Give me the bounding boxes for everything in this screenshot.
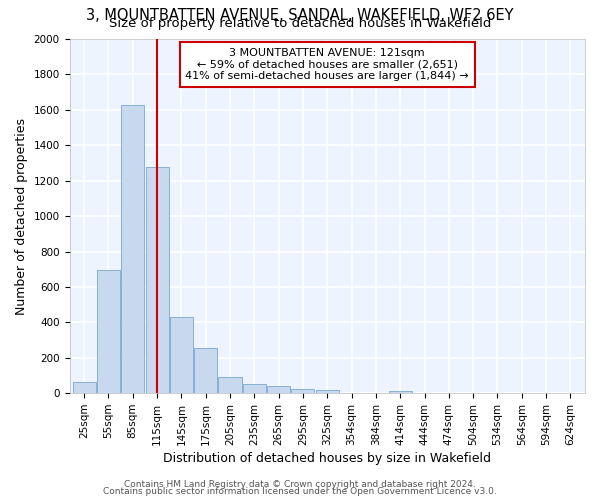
Bar xyxy=(97,270,120,393)
Bar xyxy=(389,390,412,393)
Bar xyxy=(146,168,169,393)
Bar xyxy=(316,390,339,393)
Bar xyxy=(292,389,314,393)
Bar xyxy=(73,382,95,393)
Bar xyxy=(218,378,242,393)
Bar xyxy=(194,348,217,393)
Text: Size of property relative to detached houses in Wakefield: Size of property relative to detached ho… xyxy=(109,16,491,30)
Bar xyxy=(121,104,144,393)
Bar xyxy=(243,384,266,393)
Text: 3 MOUNTBATTEN AVENUE: 121sqm
← 59% of detached houses are smaller (2,651)
41% of: 3 MOUNTBATTEN AVENUE: 121sqm ← 59% of de… xyxy=(185,48,469,81)
Y-axis label: Number of detached properties: Number of detached properties xyxy=(15,118,28,314)
Text: 3, MOUNTBATTEN AVENUE, SANDAL, WAKEFIELD, WF2 6EY: 3, MOUNTBATTEN AVENUE, SANDAL, WAKEFIELD… xyxy=(86,8,514,22)
Bar xyxy=(267,386,290,393)
X-axis label: Distribution of detached houses by size in Wakefield: Distribution of detached houses by size … xyxy=(163,452,491,465)
Bar xyxy=(170,317,193,393)
Text: Contains HM Land Registry data © Crown copyright and database right 2024.: Contains HM Land Registry data © Crown c… xyxy=(124,480,476,489)
Text: Contains public sector information licensed under the Open Government Licence v3: Contains public sector information licen… xyxy=(103,487,497,496)
